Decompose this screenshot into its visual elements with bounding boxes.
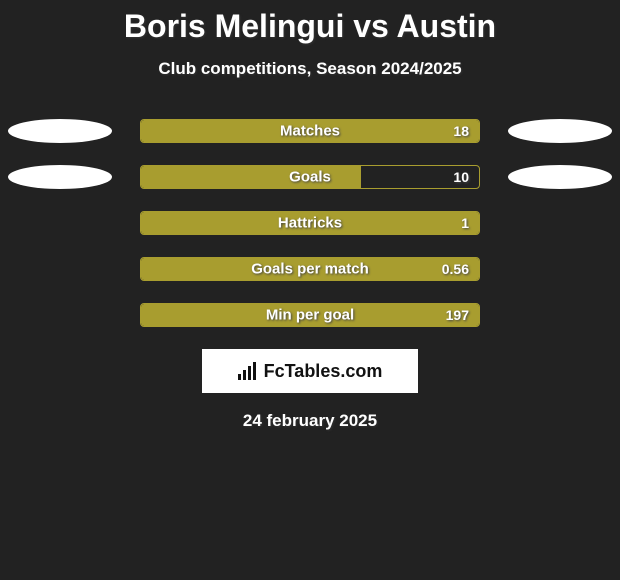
stat-row: Matches 18 (0, 119, 620, 143)
bar-value: 18 (453, 123, 469, 139)
logo: FcTables.com (238, 361, 383, 382)
stats-rows: Matches 18 Goals 10 Hattricks 1 Goals per matc… (0, 119, 620, 327)
bar-label: Goals per match (251, 261, 369, 278)
stat-bar: Hattricks 1 (140, 211, 480, 235)
stat-bar: Matches 18 (140, 119, 480, 143)
left-ellipse (8, 257, 112, 281)
right-ellipse (508, 211, 612, 235)
right-ellipse (508, 119, 612, 143)
bar-label: Matches (280, 123, 340, 140)
left-ellipse (8, 303, 112, 327)
right-ellipse (508, 303, 612, 327)
stats-comparison-card: Boris Melingui vs Austin Club competitio… (0, 0, 620, 431)
stat-row: Goals 10 (0, 165, 620, 189)
date: 24 february 2025 (0, 411, 620, 431)
logo-box[interactable]: FcTables.com (202, 349, 418, 393)
left-ellipse (8, 211, 112, 235)
bar-value: 10 (453, 169, 469, 185)
page-title: Boris Melingui vs Austin (0, 8, 620, 45)
bar-label: Goals (289, 169, 331, 186)
left-ellipse (8, 119, 112, 143)
right-ellipse (508, 165, 612, 189)
right-ellipse (508, 257, 612, 281)
stat-row: Goals per match 0.56 (0, 257, 620, 281)
bar-label: Min per goal (266, 307, 354, 324)
stat-row: Min per goal 197 (0, 303, 620, 327)
bar-value: 1 (461, 215, 469, 231)
stat-bar: Goals per match 0.56 (140, 257, 480, 281)
bar-value: 0.56 (442, 261, 469, 277)
bar-chart-icon (238, 362, 260, 380)
stat-row: Hattricks 1 (0, 211, 620, 235)
subtitle: Club competitions, Season 2024/2025 (0, 59, 620, 79)
bar-value: 197 (446, 307, 469, 323)
stat-bar: Min per goal 197 (140, 303, 480, 327)
stat-bar: Goals 10 (140, 165, 480, 189)
logo-text: FcTables.com (264, 361, 383, 382)
bar-label: Hattricks (278, 215, 342, 232)
left-ellipse (8, 165, 112, 189)
